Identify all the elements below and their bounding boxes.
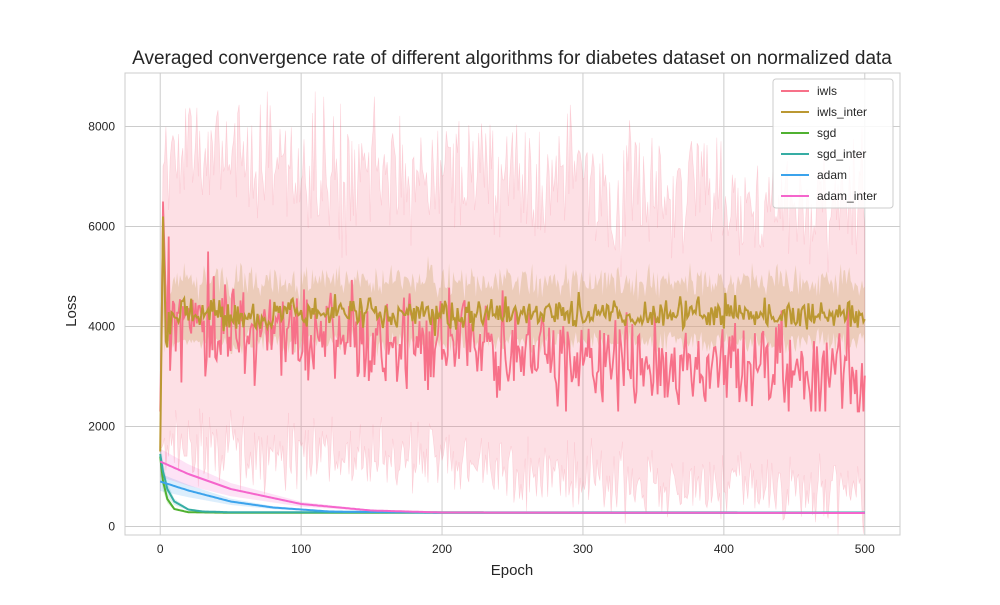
x-tick-label: 300 [573, 542, 593, 556]
y-axis-label: Loss [63, 295, 80, 327]
legend-label-adam: adam [817, 168, 847, 182]
x-tick-label: 100 [291, 542, 311, 556]
x-tick-label: 0 [157, 542, 164, 556]
x-axis-label: Epoch [491, 562, 534, 579]
chart-title: Averaged convergence rate of different a… [132, 48, 892, 69]
y-tick-label: 2000 [88, 420, 115, 434]
iwls-inter-line [159, 216, 866, 452]
legend-label-iwls: iwls [817, 84, 837, 98]
y-tick-label: 6000 [88, 220, 115, 234]
x-tick-label: 400 [714, 542, 734, 556]
y-tick-label: 4000 [88, 320, 115, 334]
plot-frame [124, 72, 901, 536]
iwls-line [159, 201, 866, 413]
legend-label-sgd: sgd [817, 126, 836, 140]
x-tick-label: 200 [432, 542, 452, 556]
adam_inter-line [159, 460, 865, 514]
y-tick-label: 8000 [88, 120, 115, 134]
legend-label-sgd_inter: sgd_inter [817, 147, 866, 161]
legend-label-adam_inter: adam_inter [817, 189, 877, 203]
y-tick-label: 0 [108, 520, 115, 534]
tick-labels: 0 100 200 300 400 500 0 2000 4000 6000 8000 [88, 120, 875, 557]
legend-label-iwls_inter: iwls_inter [817, 105, 867, 119]
series-lines [159, 201, 866, 514]
x-tick-label: 500 [855, 542, 875, 556]
